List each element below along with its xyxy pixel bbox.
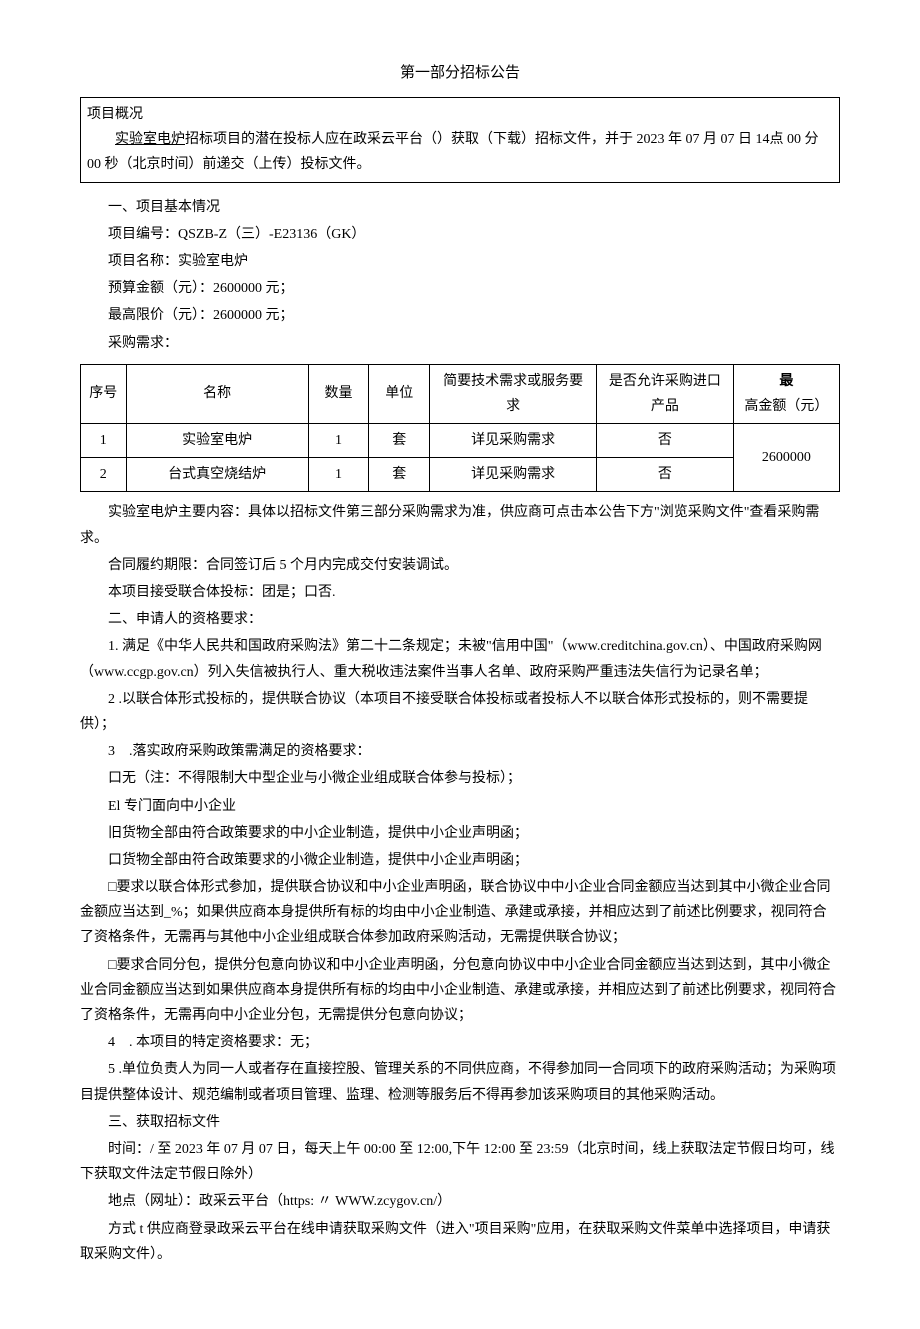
ceiling-price: 最高限价（元）：2600000 元； <box>80 303 840 328</box>
cell-tech: 详见采购需求 <box>430 424 597 458</box>
qualification-5: 5 .单位负责人为同一人或者存在直接控股、管理关系的不同供应商，不得参加同一合同… <box>80 1057 840 1107</box>
cell-amount: 2600000 <box>733 424 839 492</box>
q3-sub1: 旧货物全部由符合政策要求的中小企业制造，提供中小企业声明函； <box>80 821 840 846</box>
cell-import: 否 <box>597 458 734 492</box>
overview-body: 实验室电炉招标项目的潜在投标人应在政采云平台（）获取（下载）招标文件，并于 20… <box>87 127 833 177</box>
q3-sub2: 口货物全部由符合政策要求的小微企业制造，提供中小企业声明函； <box>80 848 840 873</box>
th-amount: 最高金额（元） <box>733 364 839 423</box>
requirements-table: 序号 名称 数量 单位 简要技术需求或服务要求 是否允许采购进口产品 最高金额（… <box>80 364 840 493</box>
q3-sub4: □要求合同分包，提供分包意向协议和中小企业声明函，分包意向协议中中小企业合同金额… <box>80 953 840 1029</box>
s3-address: 地点（网址）：政采云平台（https: 〃 WWW.zcygov.cn/） <box>80 1189 840 1214</box>
main-content-desc: 实验室电炉主要内容：具体以招标文件第三部分采购需求为准，供应商可点击本公告下方"… <box>80 500 840 550</box>
cell-import: 否 <box>597 424 734 458</box>
cell-unit: 套 <box>369 458 430 492</box>
project-number: 项目编号：QSZB-Z（三）-E23136（GK） <box>80 222 840 247</box>
overview-project-name: 实验室电炉 <box>115 132 185 147</box>
q3-option-none: 口无（注：不得限制大中型企业与小微企业组成联合体参与投标）； <box>80 766 840 791</box>
cell-seq: 2 <box>81 458 127 492</box>
th-name: 名称 <box>126 364 308 423</box>
th-qty: 数量 <box>308 364 369 423</box>
q3-option-sme: El 专门面向中小企业 <box>80 794 840 819</box>
cell-unit: 套 <box>369 424 430 458</box>
project-overview-box: 项目概况 实验室电炉招标项目的潜在投标人应在政采云平台（）获取（下载）招标文件，… <box>80 97 840 183</box>
section1-heading: 一、项目基本情况 <box>80 195 840 220</box>
th-import: 是否允许采购进口产品 <box>597 364 734 423</box>
th-unit: 单位 <box>369 364 430 423</box>
overview-body-text: 招标项目的潜在投标人应在政采云平台（）获取（下载）招标文件，并于 2023 年 … <box>87 132 819 172</box>
project-name: 项目名称：实验室电炉 <box>80 249 840 274</box>
s3-time: 时间：/ 至 2023 年 07 月 07 日，每天上午 00:00 至 12:… <box>80 1137 840 1187</box>
table-row: 2 台式真空烧结炉 1 套 详见采购需求 否 <box>81 458 840 492</box>
s3-method: 方式 t 供应商登录政采云平台在线申请获取采购文件（进入"项目采购"应用，在获取… <box>80 1217 840 1267</box>
contract-period: 合同履约期限：合同签订后 5 个月内完成交付安装调试。 <box>80 553 840 578</box>
consortium-allowed: 本项目接受联合体投标：团是；口否. <box>80 580 840 605</box>
requirements-label: 采购需求： <box>80 331 840 356</box>
cell-seq: 1 <box>81 424 127 458</box>
cell-name: 实验室电炉 <box>126 424 308 458</box>
qualification-2: 2 .以联合体形式投标的，提供联合协议（本项目不接受联合体投标或者投标人不以联合… <box>80 687 840 737</box>
document-title: 第一部分招标公告 <box>80 60 840 87</box>
th-amount-rest: 高金额（元） <box>744 399 828 414</box>
q3-sub3: □要求以联合体形式参加，提供联合协议和中小企业声明函，联合协议中中小企业合同金额… <box>80 875 840 951</box>
cell-name: 台式真空烧结炉 <box>126 458 308 492</box>
table-row: 1 实验室电炉 1 套 详见采购需求 否 2600000 <box>81 424 840 458</box>
budget-amount: 预算金额（元）：2600000 元； <box>80 276 840 301</box>
th-seq: 序号 <box>81 364 127 423</box>
section3-heading: 三、获取招标文件 <box>80 1110 840 1135</box>
th-amount-prefix: 最 <box>779 374 793 389</box>
overview-heading: 项目概况 <box>87 102 833 127</box>
qualification-4: 4 . 本项目的特定资格要求：无； <box>80 1030 840 1055</box>
table-header-row: 序号 名称 数量 单位 简要技术需求或服务要求 是否允许采购进口产品 最高金额（… <box>81 364 840 423</box>
cell-tech: 详见采购需求 <box>430 458 597 492</box>
cell-qty: 1 <box>308 424 369 458</box>
cell-qty: 1 <box>308 458 369 492</box>
qualification-3: 3 .落实政府采购政策需满足的资格要求： <box>80 739 840 764</box>
qualification-1: 1. 满足《中华人民共和国政府采购法》第二十二条规定；未被"信用中国"（www.… <box>80 634 840 684</box>
th-tech: 简要技术需求或服务要求 <box>430 364 597 423</box>
section2-heading: 二、申请人的资格要求： <box>80 607 840 632</box>
